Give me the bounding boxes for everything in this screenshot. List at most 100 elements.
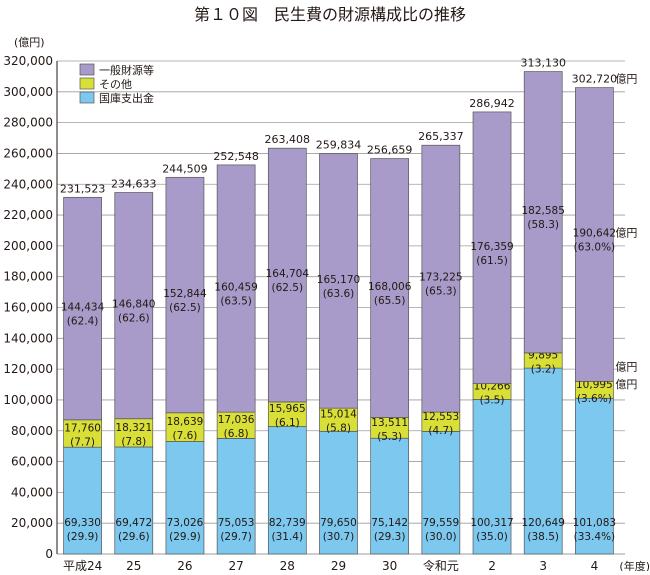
- segment-value-label: 15,965: [269, 403, 306, 415]
- segment-value-label: 79,650: [320, 517, 357, 529]
- segment-value-label: 101,083: [573, 517, 616, 529]
- segment-value-label: 73,026: [167, 517, 204, 529]
- bar-segment: [319, 153, 358, 409]
- x-tick-label: 26: [177, 559, 192, 571]
- total-label: 259,834: [316, 139, 362, 152]
- segment-percent-label: (65.5): [374, 295, 406, 307]
- total-label: 313,130: [520, 57, 566, 70]
- segment-percent-label: (62.5): [169, 302, 201, 314]
- total-label: 263,408: [265, 133, 311, 146]
- bar-segment: [165, 441, 205, 555]
- segment-percent-label: (5.8): [326, 423, 351, 435]
- x-tick-label: 27: [228, 559, 243, 571]
- segment-percent-label: (29.3): [374, 531, 406, 543]
- segment-percent-label: (30.7): [323, 531, 355, 543]
- segment-percent-label: (65.3): [425, 286, 457, 298]
- y-tick-label: 280,000: [3, 116, 53, 130]
- y-tick-labels: 0 20,000 40,000 60,000 80,000 100,000 120,000 1…: [3, 54, 53, 561]
- bar-segment: [523, 367, 563, 555]
- unit-suffix-label: 億円: [615, 73, 637, 86]
- segment-percent-label: (29.9): [169, 531, 201, 543]
- legend-swatch: [79, 63, 95, 76]
- segment-percent-label: (63.6): [323, 288, 355, 300]
- bar-group: 69,472 (29.6) 18,321 (7.8) 146,840 (62.6) 234,…: [111, 178, 157, 555]
- segment-value-label: 18,321: [115, 422, 152, 434]
- segment-percent-label: (6.8): [224, 428, 249, 440]
- x-tick-labels: 平成24 25 26 27 28 29 30 令和元 2 3 4: [63, 558, 599, 573]
- bar-segment: [216, 438, 256, 555]
- y-tick-label: 240,000: [3, 177, 53, 191]
- bar-segment: [421, 431, 461, 555]
- y-tick-label: 160,000: [3, 301, 53, 315]
- bar-segment: [523, 71, 563, 354]
- segment-value-label: 144,434: [61, 302, 105, 314]
- segment-percent-label: (3.6%): [577, 393, 612, 405]
- segment-percent-label: (62.4): [67, 316, 99, 328]
- segment-percent-label: (62.6): [118, 313, 150, 325]
- y-tick-label: 320,000: [3, 54, 53, 68]
- y-tick-label: 100,000: [3, 393, 53, 407]
- bar-group: 75,053 (29.7) 17,036 (6.8) 160,459 (63.5) 252,…: [213, 150, 259, 555]
- bar-group: 69,330 (29.9) 17,760 (7.7) 144,434 (62.4) 231,…: [60, 182, 106, 555]
- legend-label: 国庫支出金: [99, 91, 154, 105]
- bar-group: 79,559 (30.0) 12,553 (4.7) 173,225 (65.3) 265,…: [418, 130, 464, 555]
- bars: 69,330 (29.9) 17,760 (7.7) 144,434 (62.4) 231,…: [60, 57, 637, 555]
- segment-percent-label: (29.9): [67, 531, 99, 543]
- segment-value-label: 168,006: [368, 281, 412, 293]
- segment-value-label: 10,995: [576, 379, 613, 391]
- total-label: 302,720: [572, 73, 618, 86]
- legend-swatch: [79, 77, 95, 90]
- bar-segment: [370, 158, 410, 418]
- x-tick-label: 2: [488, 559, 496, 571]
- segment-percent-label: (58.3): [527, 219, 559, 231]
- y-tick-label: 180,000: [3, 270, 53, 284]
- bar-segment: [114, 446, 154, 555]
- segment-value-label: 13,511: [371, 417, 408, 429]
- total-label: 256,659: [367, 144, 413, 157]
- y-tick-label: 0: [45, 547, 53, 561]
- x-tick-label: 平成24: [63, 559, 102, 571]
- segment-percent-label: (3.5): [480, 395, 505, 407]
- segment-value-label: 69,330: [64, 517, 101, 529]
- segment-value-label: 165,170: [317, 274, 360, 286]
- bar-segment: [216, 164, 256, 413]
- segment-percent-label: (29.7): [220, 531, 252, 543]
- bar-segment: [575, 87, 614, 382]
- x-tick-label: 29: [331, 559, 346, 571]
- segment-percent-label: (63.0%): [574, 241, 616, 253]
- segment-percent-label: (6.1): [275, 417, 300, 429]
- segment-value-label: 182,585: [521, 205, 564, 217]
- segment-value-label: 152,844: [163, 288, 207, 300]
- total-label: 286,942: [469, 97, 515, 110]
- segment-value-label: 82,739: [269, 517, 306, 529]
- bar-segment: [267, 426, 307, 555]
- segment-value-label: 75,053: [218, 517, 255, 529]
- y-tick-label: 140,000: [3, 331, 53, 345]
- x-tick-label: 4: [591, 559, 599, 571]
- total-label: 231,523: [60, 182, 106, 195]
- chart-title: 第１０図 民生費の財源構成比の推移: [194, 5, 466, 24]
- segment-percent-label: (33.4%): [574, 531, 616, 543]
- y-tick-label: 80,000: [11, 424, 53, 438]
- bar-segment: [114, 418, 154, 448]
- segment-value-label: 75,142: [371, 517, 408, 529]
- segment-value-label: 146,840: [112, 299, 155, 311]
- x-tick-label: 30: [382, 559, 397, 571]
- y-tick-label: 260,000: [3, 146, 53, 160]
- segment-value-label: 15,014: [320, 409, 357, 421]
- segment-value-label: 173,225: [419, 272, 462, 284]
- y-tick-label: 120,000: [3, 362, 53, 376]
- segment-percent-label: (31.4): [272, 531, 304, 543]
- unit-suffix-label: 億円: [615, 226, 637, 239]
- bar-segment: [421, 144, 461, 413]
- bar-segment: [472, 111, 512, 384]
- bar-segment: [267, 401, 307, 427]
- y-tick-label: 20,000: [11, 516, 53, 530]
- bar-segment: [114, 192, 154, 420]
- legend-label: 一般財源等: [99, 63, 154, 77]
- x-tick-label: 3: [539, 559, 547, 571]
- total-label: 234,633: [111, 178, 157, 191]
- y-tick-label: 300,000: [3, 85, 53, 99]
- bar-group: 100,317(35.0)10,266(3.5)176,359(61.5)286…: [469, 97, 515, 555]
- segment-value-label: 12,553: [422, 411, 459, 423]
